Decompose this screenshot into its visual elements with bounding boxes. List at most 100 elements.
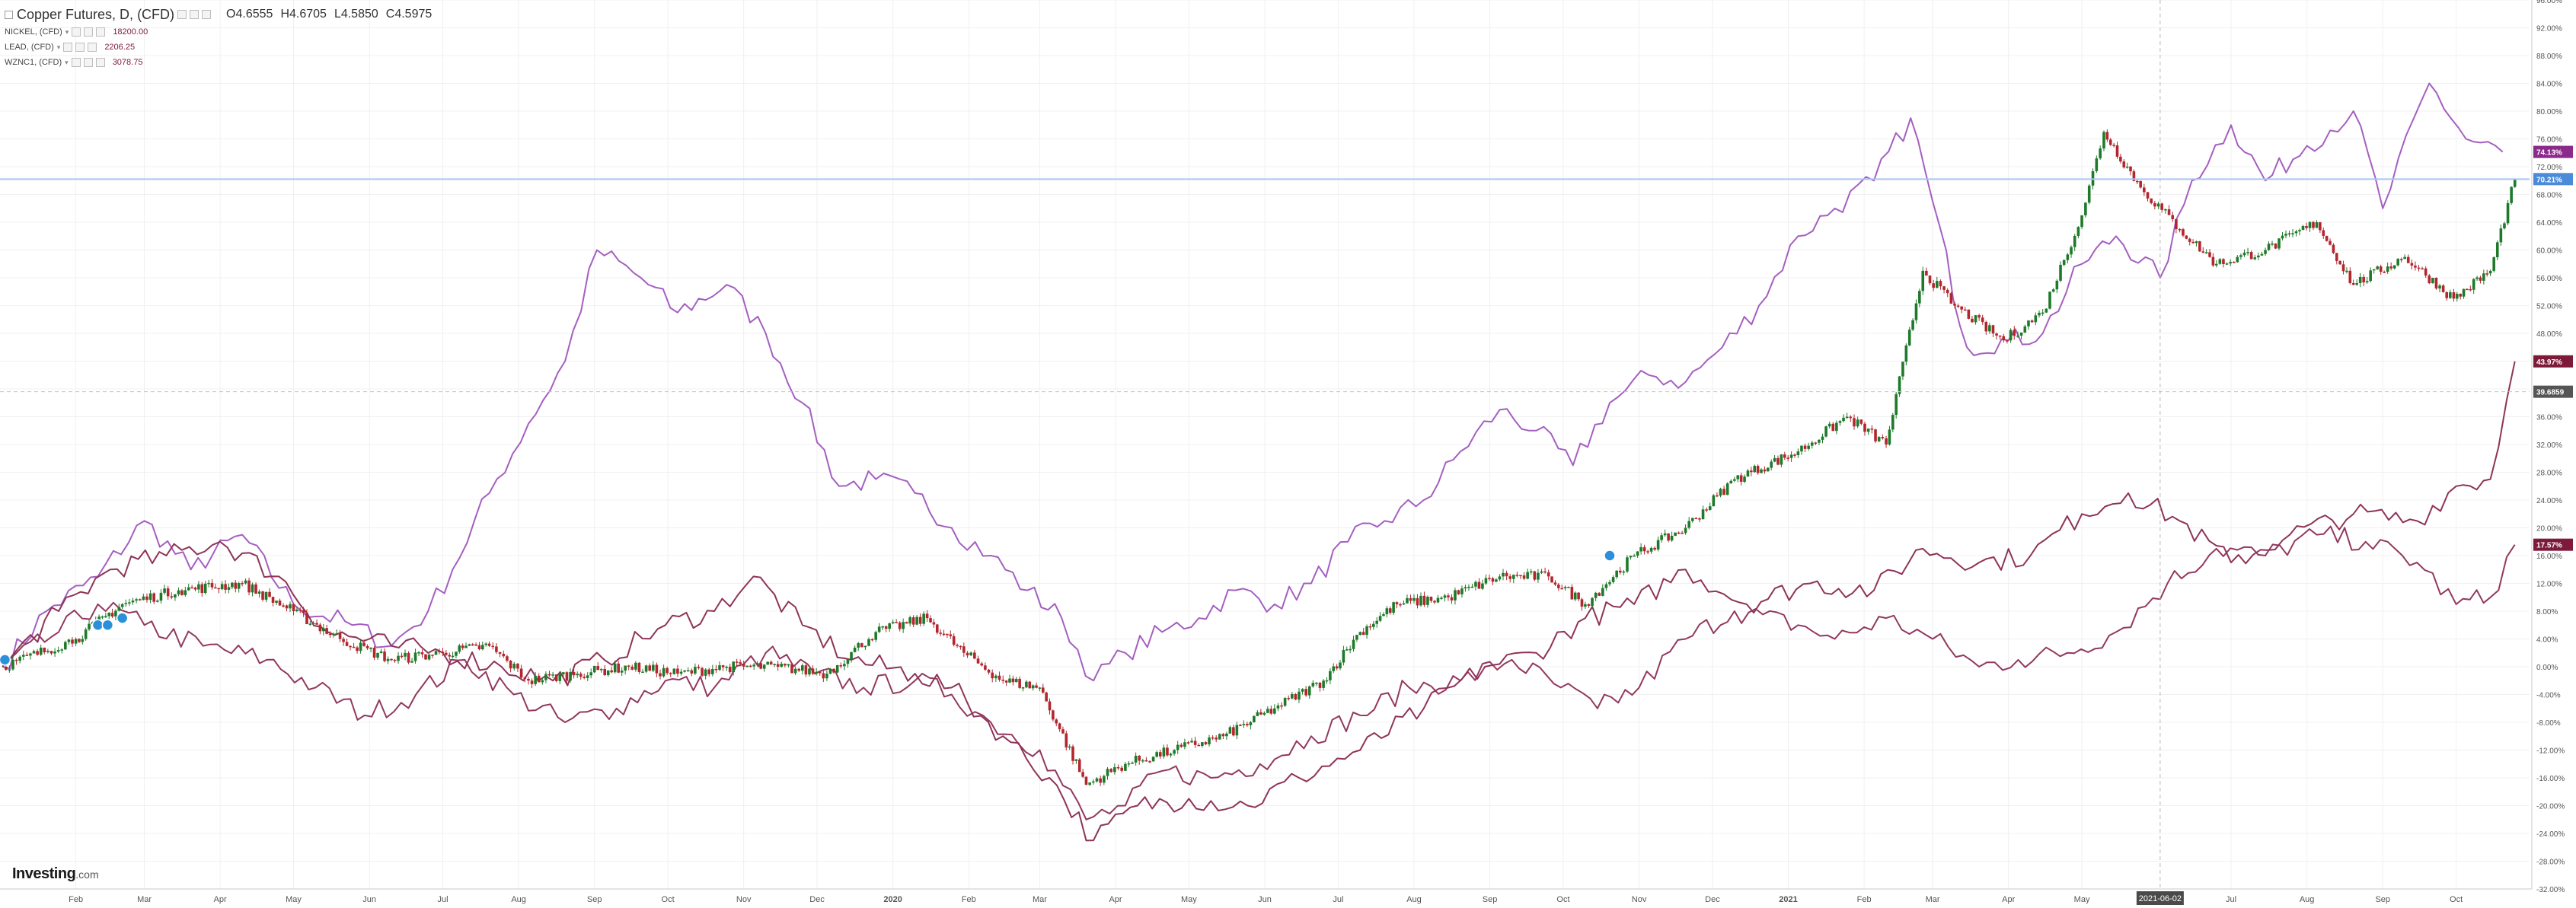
candle-body (464, 645, 468, 648)
close-toggle-icon[interactable] (202, 10, 212, 19)
candle-body (352, 646, 356, 648)
candle-body (1433, 601, 1436, 603)
candle-body (857, 643, 860, 648)
candle-body (769, 661, 773, 664)
candle-body (2287, 233, 2291, 234)
candle-body (1440, 597, 1443, 599)
crosshair-date-box (2136, 891, 2184, 905)
y-tick-label: -28.00% (2536, 859, 2565, 867)
candle-body (1474, 581, 1477, 587)
candle-body (74, 639, 78, 644)
candle-body (2348, 270, 2352, 283)
candle-body (5, 667, 8, 671)
candle-body (1939, 281, 1942, 287)
candle-body (1622, 571, 1626, 573)
candle-body (2510, 186, 2513, 203)
close-toggle-icon[interactable] (95, 58, 105, 67)
candle-body (224, 584, 227, 590)
candle-body (1698, 518, 1701, 520)
legend-item-zinc[interactable]: WZNC1, (CFD) ▾ 3078.75 (5, 55, 432, 70)
candle-body (1949, 293, 1953, 304)
candle-body (1639, 546, 1642, 552)
candle-body (1491, 578, 1495, 582)
candle-body (410, 661, 413, 663)
candle-body (1329, 671, 1332, 680)
candle-body (1789, 454, 1793, 458)
candle-body (1911, 320, 1914, 330)
candle-body (541, 680, 544, 683)
candle-body (461, 645, 464, 648)
candle-body (1361, 632, 1365, 636)
y-tick-label: 56.00% (2536, 275, 2562, 283)
candle-body (1120, 767, 1123, 771)
candle-body (1529, 571, 1533, 573)
candle-body (1932, 283, 1935, 288)
candle-body (36, 651, 39, 655)
visibility-toggle-icon[interactable] (63, 43, 73, 52)
candle-body (1974, 315, 1977, 323)
candle-body (1008, 678, 1011, 683)
collapse-legend-icon[interactable] (5, 10, 13, 19)
y-tick-label: -12.00% (2536, 747, 2565, 756)
legend-item-lead[interactable]: LEAD, (CFD) ▾ 2206.25 (5, 40, 432, 55)
candle-body (1298, 691, 1301, 700)
candle-body (2211, 256, 2215, 266)
settings-toggle-icon[interactable] (83, 58, 93, 67)
candle-body (884, 626, 888, 629)
chevron-down-icon[interactable]: ▾ (56, 43, 61, 51)
settings-toggle-icon[interactable] (190, 10, 200, 19)
candle-body (1877, 437, 1881, 441)
candle-body (825, 674, 828, 679)
candle-body (1399, 604, 1402, 606)
candle-body (1204, 742, 1208, 744)
visibility-toggle-icon[interactable] (72, 27, 81, 37)
x-tick-label: Mar (137, 895, 152, 904)
candle-body (2198, 241, 2201, 252)
chevron-down-icon[interactable]: ▾ (65, 58, 69, 66)
candle-body (1402, 603, 1406, 605)
candle-body (1824, 426, 1827, 437)
candle-body (2062, 260, 2066, 265)
candle-body (187, 587, 190, 591)
close-toggle-icon[interactable] (96, 27, 106, 37)
settings-toggle-icon[interactable] (84, 27, 94, 37)
candle-body (365, 645, 369, 648)
candle-body (1382, 613, 1385, 616)
visibility-toggle-icon[interactable] (71, 58, 81, 67)
candle-body (652, 664, 655, 671)
main-symbol-title[interactable]: Copper Futures, D, (CFD) (17, 6, 175, 22)
legend-item-nickel[interactable]: NICKEL, (CFD) ▾ 18200.00 (5, 24, 432, 40)
x-tick-label: Oct (1556, 895, 1569, 904)
candle-body (2482, 273, 2485, 281)
candle-body (445, 652, 448, 655)
candle-body (2146, 192, 2150, 199)
candle-body (268, 591, 271, 597)
candle-body (648, 665, 652, 671)
candle-body (815, 671, 818, 674)
candle-body (1071, 746, 1074, 761)
y-tick-label: 80.00% (2536, 108, 2562, 116)
visibility-toggle-icon[interactable] (177, 10, 187, 19)
candle-body (498, 652, 502, 655)
close-toggle-icon[interactable] (88, 43, 97, 52)
candle-body (2462, 288, 2466, 297)
candle-body (592, 665, 596, 673)
chevron-down-icon[interactable]: ▾ (65, 27, 69, 36)
legend-item-value: 18200.00 (113, 27, 148, 37)
candle-body (2399, 259, 2403, 260)
candle-body (686, 670, 690, 672)
candle-body (231, 582, 234, 588)
candle-body (451, 655, 455, 658)
candle-body (1095, 778, 1099, 782)
candle-body (1169, 753, 1173, 756)
x-tick-label: Jul (2226, 895, 2236, 904)
candle-body (2466, 288, 2469, 291)
candle-body (846, 659, 850, 664)
settings-toggle-icon[interactable] (75, 43, 85, 52)
candle-body (1845, 416, 1849, 418)
candle-body (1859, 419, 1863, 424)
y-tick-label: 60.00% (2536, 247, 2562, 256)
candle-body (1166, 747, 1169, 756)
